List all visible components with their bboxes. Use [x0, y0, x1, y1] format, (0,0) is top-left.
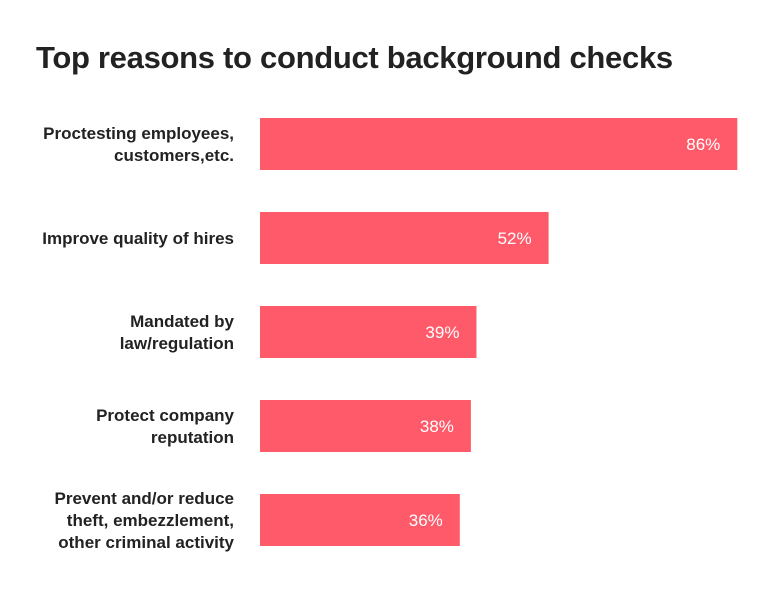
bar-3: [260, 306, 477, 358]
value-label-2: 52%: [498, 229, 532, 248]
chart-title: Top reasons to conduct background checks: [36, 40, 673, 75]
value-label-1: 86%: [686, 135, 720, 154]
category-label-2: Improve quality of hires: [42, 229, 234, 248]
value-label-5: 36%: [409, 511, 443, 530]
bar-5: [260, 494, 460, 546]
category-label-5: Prevent and/or reduce theft, embezzlement…: [54, 489, 234, 552]
category-label-1: Proctesting employees, customers,etc.: [43, 124, 234, 165]
value-label-3: 39%: [425, 323, 459, 342]
bar-1: [260, 118, 738, 170]
category-label-3: Mandated by law/regulation: [120, 312, 235, 353]
value-label-4: 38%: [420, 417, 454, 436]
bar-4: [260, 400, 471, 452]
category-label-4: Protect company reputation: [96, 406, 234, 447]
bar-2: [260, 212, 549, 264]
